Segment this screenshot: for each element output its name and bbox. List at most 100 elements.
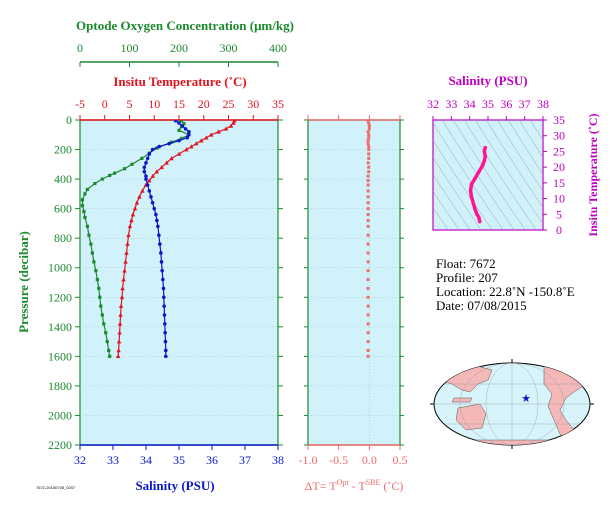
ts-temperature-tick-label: 30 bbox=[553, 129, 565, 143]
ts-salinity-title: Salinity (PSU) bbox=[448, 73, 527, 88]
oxygen-point bbox=[80, 204, 85, 208]
salinity-tick-label: 33 bbox=[107, 453, 119, 467]
temperature-point bbox=[116, 339, 122, 344]
delta-t-point bbox=[366, 295, 370, 299]
temperature-tick-label: 15 bbox=[173, 97, 185, 111]
pressure-tick-label: 0 bbox=[66, 113, 72, 127]
delta-t-point bbox=[366, 269, 370, 273]
profile-gridlines bbox=[80, 149, 278, 416]
salinity-point bbox=[142, 165, 147, 170]
oxygen-tick-label: 100 bbox=[121, 41, 139, 55]
ts-track-point bbox=[477, 215, 481, 220]
ts-density-contour bbox=[433, 207, 449, 230]
delta-t-point bbox=[366, 139, 370, 143]
oxygen-point bbox=[104, 331, 108, 335]
delta-t-plot-background bbox=[307, 119, 401, 446]
ts-density-contour bbox=[433, 157, 482, 230]
profile-series bbox=[80, 120, 237, 359]
ts-temperature-tick-label: 25 bbox=[553, 144, 565, 158]
delta-t-tick-label: 0.5 bbox=[393, 453, 408, 467]
profile-date: Date: 07/08/2015 bbox=[436, 298, 527, 313]
ts-temperature-tick-label: 15 bbox=[553, 176, 565, 190]
ts-track-point bbox=[468, 188, 473, 193]
oxygen-tick-label: 300 bbox=[220, 41, 238, 55]
temperature-point bbox=[123, 259, 128, 264]
delta-t-point bbox=[366, 340, 370, 344]
temperature-point bbox=[150, 173, 155, 178]
salinity-point bbox=[183, 127, 188, 131]
ts-track-point bbox=[475, 212, 479, 217]
pressure-tick-label: 400 bbox=[54, 172, 72, 186]
delta-t-point bbox=[366, 130, 370, 134]
salinity-point bbox=[187, 132, 191, 137]
salinity-point bbox=[177, 121, 181, 125]
salinity-point bbox=[157, 144, 161, 149]
salinity-point bbox=[164, 354, 168, 359]
temperature-point bbox=[124, 250, 129, 255]
oxygen-point bbox=[82, 209, 86, 214]
salinity-axis: 32 33 34 35 36 37 38 bbox=[74, 445, 284, 467]
ts-track-point bbox=[477, 170, 481, 174]
delta-t-point bbox=[367, 121, 371, 125]
ts-density-contour bbox=[433, 190, 460, 230]
salinity-point bbox=[187, 130, 191, 134]
map-graticule bbox=[434, 363, 590, 445]
delta-t-point bbox=[367, 127, 371, 131]
salinity-point bbox=[161, 286, 166, 291]
ts-density-contour bbox=[529, 120, 543, 141]
temperature-point bbox=[115, 353, 121, 359]
delta-t-axis: -1.0 -0.5 0.0 0.5 bbox=[299, 115, 408, 467]
oxygen-point bbox=[100, 177, 104, 181]
delta-t-point bbox=[366, 142, 370, 146]
temperature-point bbox=[176, 151, 182, 156]
footer-note: 7672-20150708_0207 bbox=[36, 485, 76, 490]
float-location: Location: 22.8˚N -150.8˚E bbox=[436, 284, 575, 299]
temperature-point bbox=[154, 169, 159, 174]
salinity-point bbox=[162, 304, 166, 308]
ts-temperature-tick-label: 35 bbox=[553, 113, 565, 127]
delta-t-point bbox=[366, 242, 370, 246]
pressure-axis-title: Pressure (decibar) bbox=[16, 231, 31, 333]
float-id: Float: 7672 bbox=[436, 256, 496, 271]
delta-t-point bbox=[366, 183, 370, 187]
salinity-point bbox=[163, 330, 167, 335]
oxygen-point bbox=[140, 156, 144, 161]
oxygen-point bbox=[87, 233, 91, 237]
ts-density-contour bbox=[540, 120, 543, 124]
temperature-point bbox=[130, 212, 136, 217]
temperature-tick-label: 20 bbox=[198, 97, 210, 111]
salinity-tick-label: 38 bbox=[272, 453, 284, 467]
oxygen-tick-label: 400 bbox=[269, 41, 287, 55]
ts-salinity-tick-label: 36 bbox=[500, 97, 512, 111]
delta-t-point bbox=[366, 251, 370, 255]
oxygen-point bbox=[92, 260, 96, 264]
star-icon: ★ bbox=[521, 392, 531, 405]
oxygen-point bbox=[107, 348, 111, 353]
temperature-point bbox=[117, 321, 123, 326]
temperature-point bbox=[223, 126, 229, 131]
ts-track-point bbox=[477, 219, 482, 224]
delta-t-point bbox=[366, 286, 370, 290]
salinity-point bbox=[167, 141, 171, 146]
oxygen-axis-title: Optode Oxygen Concentration (μm/kg) bbox=[76, 18, 294, 33]
delta-t-point bbox=[366, 313, 370, 317]
pressure-axis: 0 200 400 600 800 1000 1200 1400 1600 1800 2000 220… bbox=[48, 113, 283, 452]
salinity-point bbox=[164, 348, 168, 353]
ts-salinity-tick-label: 33 bbox=[445, 97, 457, 111]
temperature-point bbox=[164, 160, 169, 165]
temperature-axis: -5 0 5 10 15 20 25 30 35 bbox=[75, 97, 284, 120]
salinity-tick-label: 35 bbox=[173, 453, 185, 467]
salinity-point bbox=[159, 260, 164, 264]
delta-t-point bbox=[366, 233, 370, 237]
salinity-point bbox=[163, 339, 168, 344]
oxygen-point bbox=[177, 128, 181, 132]
salinity-point bbox=[142, 169, 147, 174]
salinity-tick-label: 34 bbox=[140, 453, 152, 467]
map-ticks bbox=[430, 359, 594, 449]
delta-t-point bbox=[366, 120, 370, 123]
pressure-tick-label: 1200 bbox=[48, 290, 72, 304]
oxygen-point bbox=[90, 251, 94, 255]
float-info: Float: 7672 Profile: 207 Location: 22.8˚… bbox=[436, 257, 575, 313]
temperature-tick-label: 25 bbox=[223, 97, 235, 111]
oxygen-point bbox=[99, 304, 103, 308]
